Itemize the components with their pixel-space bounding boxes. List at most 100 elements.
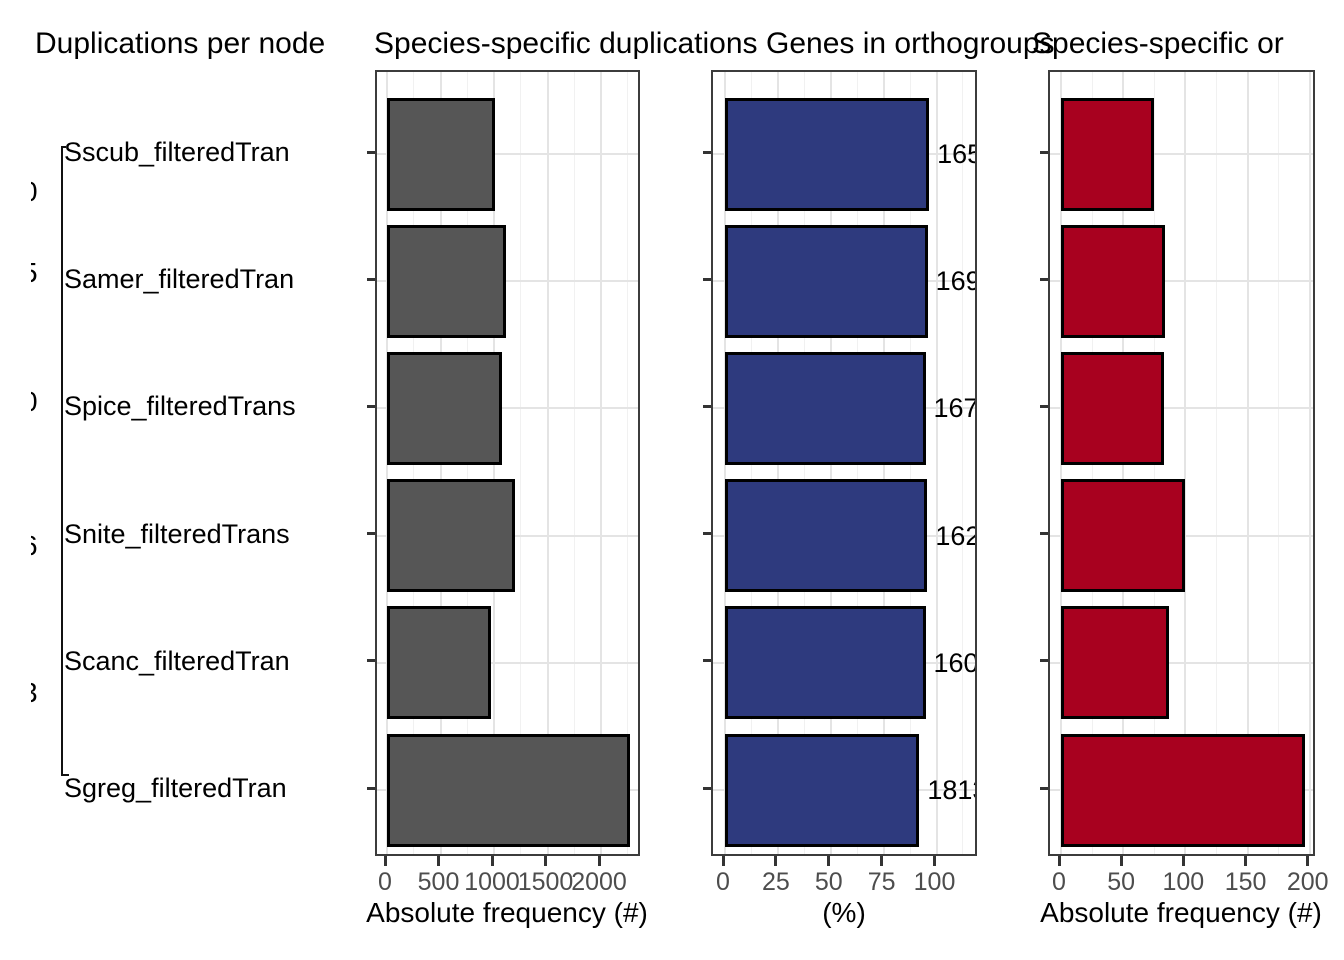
x-tick (1057, 856, 1061, 866)
x-tick-label: 100 (913, 868, 956, 896)
gridline-minor-v (1215, 72, 1217, 854)
y-tick (367, 277, 375, 281)
bar-value-label: 162 (935, 520, 977, 551)
gridline-minor-v (520, 72, 522, 854)
bar (387, 479, 515, 593)
chart-panel: 165 169 167 162 160 1813 (711, 70, 977, 856)
y-tick (703, 659, 711, 663)
x-axis-title-orthogroups: Absolute frequency (#) (1040, 897, 1322, 928)
x-tick (383, 856, 387, 866)
bar (387, 606, 491, 720)
y-tick (367, 404, 375, 408)
bar (387, 224, 506, 338)
gridline-major-h (1050, 407, 1313, 410)
y-tick (1040, 786, 1048, 790)
bar (1061, 733, 1305, 847)
panel-title-genes-in-orthogroups: Genes in orthogroups (766, 27, 1055, 60)
gridline-major-h (1050, 280, 1313, 283)
gridline-major-v (1308, 72, 1311, 854)
tree-node-label-clipped: 0 (31, 176, 47, 208)
tree-node-label-digit: 0 (31, 386, 38, 418)
gridline-major-h (1050, 661, 1313, 664)
x-tick-label: 2000 (571, 868, 627, 896)
y-tick (703, 532, 711, 536)
species-tip-label: Spice_filteredTrans (64, 391, 296, 422)
x-tick (721, 856, 725, 866)
y-tick (367, 659, 375, 663)
x-tick (880, 856, 884, 866)
gridline-major-h (377, 661, 638, 664)
x-axis-title-percent: (%) (822, 897, 866, 928)
tree-branch-line (61, 146, 63, 776)
x-tick (774, 856, 778, 866)
bar (1061, 97, 1155, 211)
species-tip-label: Sscub_filteredTran (64, 137, 290, 167)
x-tick-label: 1000 (464, 868, 520, 896)
species-tip-label: Samer_filteredTran (64, 264, 295, 295)
gridline-minor-v (573, 72, 575, 854)
bar-value-label: 169 (935, 266, 977, 297)
bar (725, 733, 920, 847)
bar (725, 606, 926, 720)
x-tick-label: 200 (1286, 868, 1329, 896)
gridline-major-h (377, 280, 638, 283)
tree-node-label-clipped: 5 (31, 257, 47, 289)
x-tick-label: 0 (716, 868, 730, 896)
tree-branch-stub-bottom (61, 774, 69, 776)
gridline-major-v (546, 72, 549, 854)
bar (1061, 224, 1166, 338)
y-tick (703, 786, 711, 790)
gridline-minor-v (962, 72, 964, 854)
bar-value-label: 165 (937, 139, 975, 169)
bar-value-label: 167 (933, 393, 977, 424)
gridline-major-h (377, 153, 638, 155)
bar-value-label: 1813 (927, 775, 975, 805)
tree-node-label-clipped: 0 (31, 386, 47, 418)
panel-title-species-specific-duplications: Species-specific duplications (374, 27, 758, 60)
x-tick-label: 75 (867, 868, 896, 896)
x-tick-label: 1500 (517, 868, 574, 896)
bar (725, 479, 928, 593)
x-tick-label: 100 (1162, 868, 1205, 896)
gridline-minor-v (627, 72, 629, 854)
bar (387, 733, 630, 847)
bar (1061, 606, 1170, 720)
x-tick (544, 856, 547, 866)
tree-node-label-digit: 6 (31, 530, 38, 562)
y-tick (1040, 532, 1048, 536)
x-tick (1306, 856, 1310, 866)
y-tick (367, 786, 375, 790)
x-tick-label: 50 (814, 868, 843, 896)
tree-branch-stub-top (61, 146, 66, 148)
chart-panel (375, 70, 640, 856)
bar (387, 351, 503, 465)
gridline-major-h (1050, 153, 1313, 155)
gridline-major-h (377, 407, 638, 410)
x-tick (437, 856, 440, 866)
x-tick-label: 0 (378, 868, 392, 896)
bar (725, 351, 926, 465)
gridline-minor-v (1278, 72, 1280, 854)
species-tip-label: Sgreg_filteredTran (64, 773, 287, 803)
y-tick (703, 404, 711, 408)
species-tip-label: Scanc_filteredTran (64, 645, 290, 676)
x-tick-label: 150 (1224, 868, 1267, 896)
bar (1061, 479, 1186, 593)
x-tick-label: 0 (1052, 868, 1066, 896)
y-tick (703, 277, 711, 281)
x-tick-label: 500 (417, 868, 460, 896)
y-tick (1040, 277, 1048, 281)
y-tick (1040, 404, 1048, 408)
tree-node-label-digit: 5 (31, 257, 38, 289)
y-tick (1040, 150, 1048, 154)
x-tick (1244, 856, 1248, 866)
x-axis-title-duplications: Absolute frequency (#) (366, 897, 648, 928)
x-tick-label: 25 (761, 868, 790, 896)
y-tick (367, 150, 375, 154)
tree-node-label-clipped: 3 (31, 677, 47, 709)
tree-node-label-digit: 0 (31, 176, 38, 208)
gridline-major-v (1184, 72, 1187, 854)
y-tick (1040, 659, 1048, 663)
x-tick (597, 856, 601, 866)
tree-node-label-clipped: 6 (31, 530, 47, 562)
